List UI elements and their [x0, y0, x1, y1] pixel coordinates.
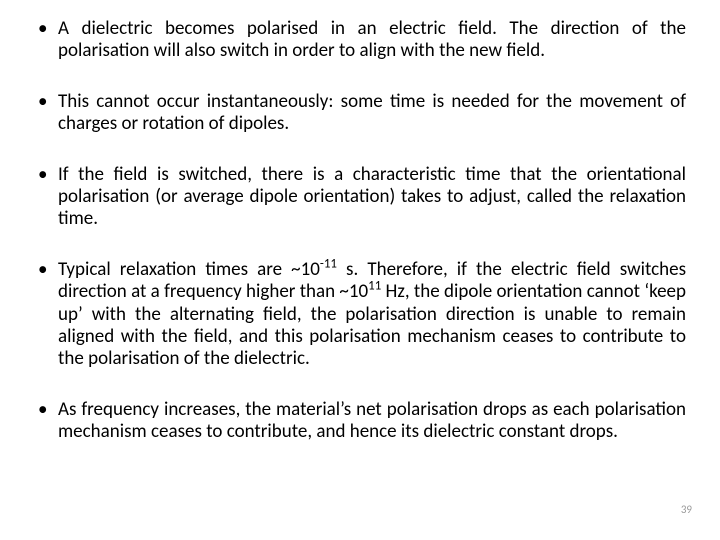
bullet-item: As frequency increases, the material’s n… [34, 399, 686, 444]
page-number: 39 [681, 503, 692, 516]
bullet-list: A dielectric becomes polarised in an ele… [34, 18, 686, 444]
bullet-item: A dielectric becomes polarised in an ele… [34, 18, 686, 63]
bullet-item: If the field is switched, there is a cha… [34, 164, 686, 231]
bullet-item: This cannot occur instantaneously: some … [34, 91, 686, 136]
slide-container: A dielectric becomes polarised in an ele… [0, 0, 720, 540]
bullet-item: Typical relaxation times are ~10-11 s. T… [34, 259, 686, 371]
